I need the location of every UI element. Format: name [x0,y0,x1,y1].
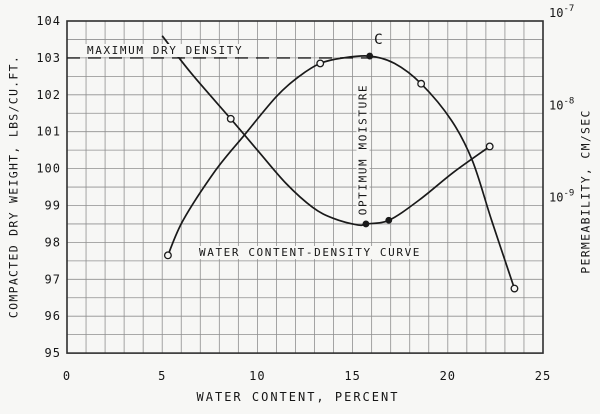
y-left-tick-label: 100 [36,162,61,176]
y-left-tick-label: 98 [45,235,61,249]
water-content-density-curve-point [163,251,172,260]
water-content-density-curve [167,54,516,289]
x-axis-title: WATER CONTENT, PERCENT [196,390,400,404]
water-content-density-curve-point [417,79,426,88]
permeability-curve [161,35,491,227]
right-y-axis-title: PERMEABILITY, CM/SEC [578,109,593,274]
y-left-tick-label: 99 [45,199,61,213]
y-left-tick-label: 96 [45,309,61,323]
x-tick-label: 15 [344,369,360,383]
optimum-moisture-label: OPTIMUM MOISTURE [356,78,370,221]
maximum-dry-density-label: MAXIMUM DRY DENSITY [84,44,247,57]
x-tick-label: 20 [440,369,456,383]
permeability-curve-point [485,142,494,151]
point-c-label: C [374,32,383,48]
y-left-tick-label: 104 [36,14,61,28]
x-tick-label: 10 [249,369,265,383]
permeability-curve-point [362,220,370,228]
plot-frame [66,20,544,354]
permeability-curve-point [385,216,393,224]
water-content-density-curve-point [510,284,519,293]
density-curve-label: WATER CONTENT-DENSITY CURVE [196,246,425,259]
permeability-curve-point [226,114,235,123]
y-left-tick-label: 102 [36,88,61,102]
water-content-density-curve-point [366,52,374,60]
x-tick-label: 25 [535,369,551,383]
left-y-axis-title: COMPACTED DRY WEIGHT, LBS/CU.FT. [6,54,21,319]
y-left-tick-label: 101 [36,125,61,139]
y-left-tick-label: 95 [45,346,61,360]
y-left-tick-label: 97 [45,272,61,286]
water-content-density-curve-point [316,59,325,68]
y-right-tick-label: 10-8 [549,96,574,112]
y-right-tick-label: 10-7 [549,4,574,20]
y-left-tick-label: 103 [36,51,61,65]
x-tick-label: 5 [158,369,166,383]
y-right-tick-label: 10-9 [549,189,574,205]
x-tick-label: 0 [63,369,71,383]
